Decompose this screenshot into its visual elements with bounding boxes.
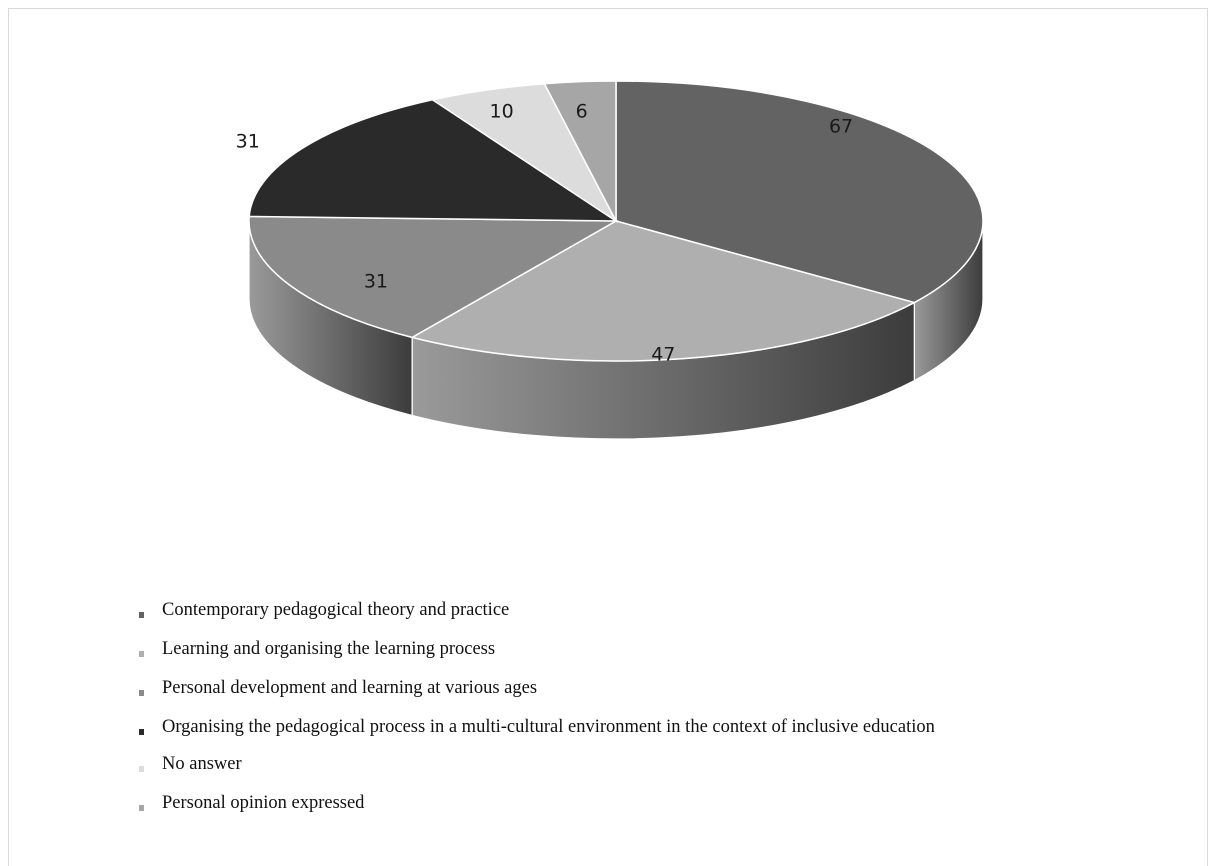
data-label-contemporary-pedagogical-theory-and-prac: 67 <box>829 115 853 137</box>
legend-label: Personal opinion expressed <box>162 793 365 813</box>
legend-item-contemporary-pedagogical-theory: Contemporary pedagogical theory and prac… <box>139 597 1139 623</box>
pie-slice-learning-and-organising-the-learning-pro <box>410 220 917 362</box>
legend-swatch <box>139 766 144 772</box>
data-label-no-answer: 10 <box>490 100 514 122</box>
legend-item-no-answer: No answer <box>139 751 1139 777</box>
legend-swatch <box>139 729 144 735</box>
data-label-learning-and-organising-the-learning-pro: 47 <box>651 344 675 366</box>
pie-tops <box>248 80 984 362</box>
pie-slice-personal-opinion-expressed <box>543 80 617 222</box>
legend-label: Personal development and learning at var… <box>162 678 538 698</box>
data-label-personal-opinion-expressed: 6 <box>576 100 588 122</box>
legend-swatch <box>139 805 144 811</box>
legend-item-multicultural-environment: Organising the pedagogical process in a … <box>139 714 1139 740</box>
chart-frame: 67 47 31 31 10 6 Contemporary pedagogical the… <box>8 8 1208 866</box>
pie-chart: 67 47 31 31 10 6 <box>236 80 984 440</box>
pie-slice-contemporary-pedagogical-theory-and-prac <box>615 80 984 304</box>
pie-sides <box>248 220 984 440</box>
legend-swatch <box>139 612 144 618</box>
legend-label: No answer <box>162 754 242 774</box>
legend-label: Learning and organising the learning pro… <box>162 639 496 659</box>
legend-swatch <box>139 651 144 657</box>
legend-item-personal-opinion: Personal opinion expressed <box>139 790 1139 816</box>
pie-slice-organising-the-pedagogical-process-in-a- <box>248 98 619 222</box>
data-label-personal-development-and-learning-at-var: 31 <box>364 271 388 293</box>
legend-item-personal-development: Personal development and learning at var… <box>139 675 1139 701</box>
legend-label: Organising the pedagogical process in a … <box>162 717 935 737</box>
data-label-organising-the-pedagogical-process-in-a-: 31 <box>236 130 260 152</box>
legend-label: Contemporary pedagogical theory and prac… <box>162 600 510 620</box>
pie-labels: 67 47 31 31 10 6 <box>236 100 853 365</box>
legend: Contemporary pedagogical theory and prac… <box>139 597 1139 829</box>
pie-slice-personal-development-and-learning-at-var <box>248 215 619 339</box>
legend-swatch <box>139 690 144 696</box>
legend-item-learning-process: Learning and organising the learning pro… <box>139 636 1139 662</box>
